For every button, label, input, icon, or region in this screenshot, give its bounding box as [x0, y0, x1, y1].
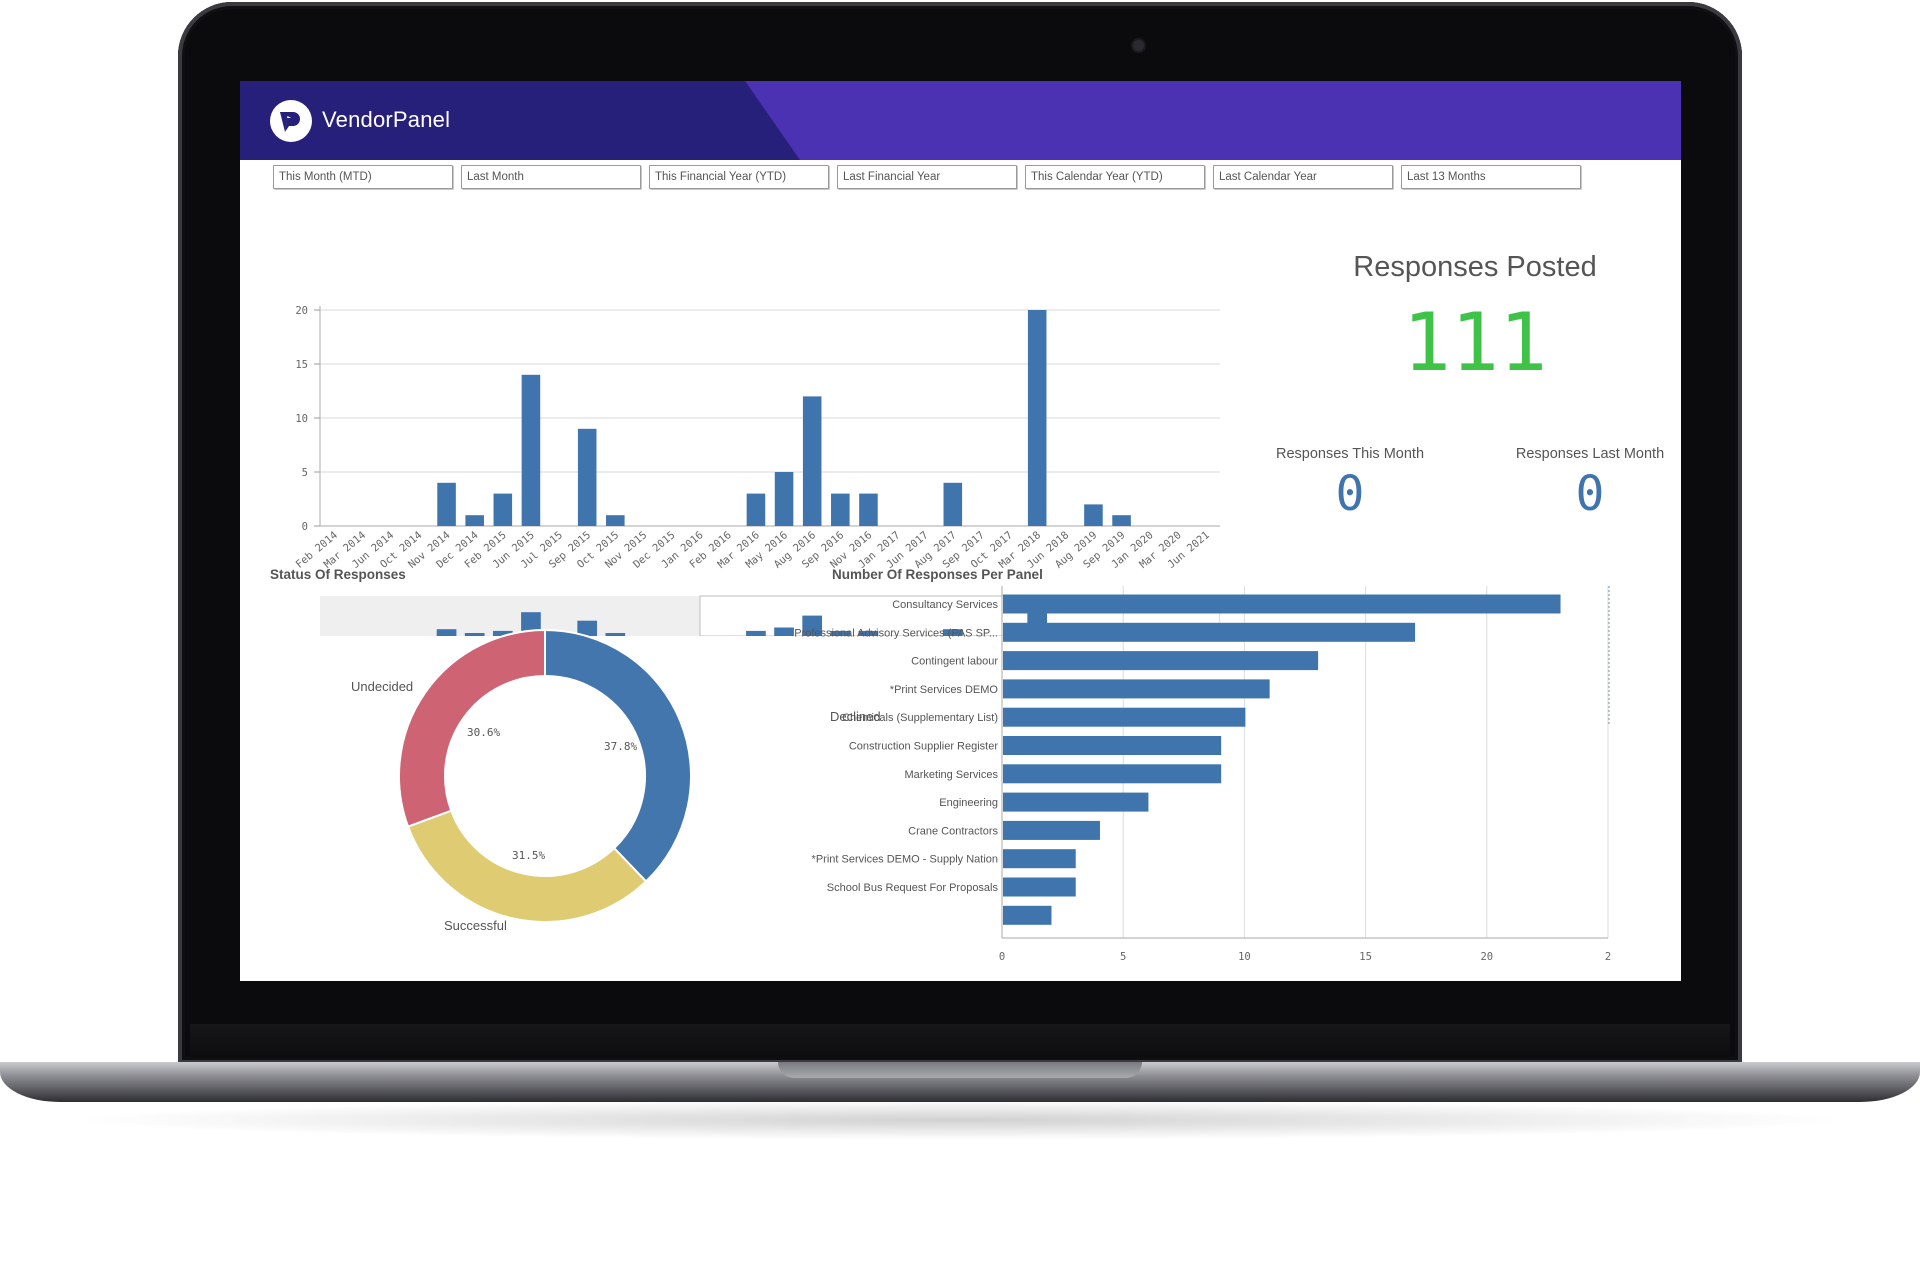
navigator-track — [320, 596, 700, 636]
y-tick-label: 20 — [295, 305, 308, 317]
kpi-value: 111 — [1402, 296, 1548, 389]
bar — [606, 515, 625, 526]
donut-pct-undecided: 30.6% — [467, 726, 501, 739]
status-section-title: Status Of Responses — [270, 567, 406, 582]
x-tick-label: 5 — [1120, 951, 1126, 963]
header-dark-band — [240, 81, 800, 160]
bar — [1003, 622, 1416, 642]
category-label: School Bus Request For Proposals — [827, 882, 999, 894]
y-tick-label: 10 — [295, 413, 308, 425]
bar — [1003, 679, 1270, 699]
navigator-bar — [464, 633, 485, 636]
vendorpanel-logo-icon[interactable] — [270, 100, 312, 142]
filter-last-calendar-year[interactable]: Last Calendar Year — [1213, 165, 1393, 189]
x-tick-label: 10 — [1238, 951, 1251, 963]
kpi-last-month-value: 0 — [1575, 466, 1605, 522]
navigator-bar — [858, 630, 879, 636]
bar — [465, 515, 484, 526]
navigator-bar — [577, 620, 598, 636]
bar — [577, 428, 597, 526]
camera-dot — [1133, 40, 1144, 51]
donut-slice — [406, 809, 648, 923]
navigator-bar — [746, 630, 766, 636]
filter-last-financial-year[interactable]: Last Financial Year — [837, 165, 1017, 189]
bar — [1003, 877, 1076, 897]
bar — [1003, 594, 1561, 614]
donut-label-declined: Declined — [830, 709, 881, 724]
panel-section-title: Number Of Responses Per Panel — [832, 567, 1043, 582]
navigator-bar — [492, 630, 513, 636]
donut-label-undecided: Undecided — [351, 679, 414, 694]
bar — [1003, 849, 1076, 869]
category-label: Consultancy Services — [892, 599, 998, 611]
dashboard-screen: VendorPanel This Month (MTD) Last Month … — [240, 81, 1681, 981]
responses-per-panel-chart[interactable]: 0 5 10 15 20 2 Consultancy Services Professiona… — [710, 586, 1670, 971]
bar — [943, 482, 963, 526]
navigator-bar — [942, 629, 963, 636]
donut-pct-successful: 31.5% — [512, 849, 546, 862]
app-header: VendorPanel — [240, 81, 1681, 160]
status-donut-chart[interactable] — [390, 621, 700, 931]
bar — [437, 482, 456, 526]
bar — [831, 493, 850, 526]
x-tick-label: 0 — [999, 951, 1005, 963]
laptop-shadow — [60, 1100, 1860, 1140]
bar — [802, 396, 822, 526]
bar — [1003, 764, 1222, 784]
brand-name[interactable]: VendorPanel — [322, 107, 451, 132]
bar — [1112, 515, 1131, 526]
filter-this-financial-year[interactable]: This Financial Year (YTD) — [649, 165, 829, 189]
laptop-chin — [190, 1024, 1730, 1058]
navigator-bar — [774, 627, 794, 636]
navigator-bar — [830, 630, 851, 636]
bar — [521, 374, 541, 526]
bar — [1003, 792, 1149, 812]
filter-this-month[interactable]: This Month (MTD) — [273, 165, 453, 189]
bar — [1003, 736, 1222, 755]
x-tick-label: 20 — [1480, 951, 1493, 963]
category-label: *Print Services DEMO — [890, 684, 999, 696]
bar — [1003, 820, 1100, 840]
bar — [493, 493, 513, 526]
kpi-this-month-label: Responses This Month — [1275, 446, 1425, 462]
category-label: Contingent labour — [911, 656, 998, 668]
category-label: Crane Contractors — [908, 825, 998, 837]
filter-last-month[interactable]: Last Month — [461, 165, 641, 189]
laptop-notch — [778, 1062, 1142, 1078]
category-label: Construction Supplier Register — [849, 741, 999, 753]
category-label: Marketing Services — [904, 769, 998, 781]
x-tick-label: 2 — [1605, 951, 1611, 963]
kpi-last-month-label: Responses Last Month — [1515, 446, 1665, 462]
navigator-bar — [436, 629, 457, 636]
bar — [774, 472, 794, 526]
navigator-bar — [802, 615, 823, 636]
category-label: Professional Advisory Services (PAS SP..… — [794, 627, 998, 639]
category-label: Chemicals (Supplementary List) — [842, 712, 998, 724]
donut-slice — [398, 628, 546, 828]
kpi-title: Responses Posted — [1353, 251, 1597, 283]
bar — [1027, 310, 1047, 526]
bar — [859, 493, 878, 526]
bar — [1003, 651, 1319, 671]
filter-this-calendar-year[interactable]: This Calendar Year (YTD) — [1025, 165, 1205, 189]
kpi-this-month-value: 0 — [1335, 466, 1365, 522]
donut-slice — [544, 628, 692, 883]
bar — [1084, 504, 1103, 526]
bar — [746, 493, 766, 526]
bar — [1003, 707, 1246, 727]
donut-label-successful: Successful — [444, 918, 507, 933]
filter-last-13-months[interactable]: Last 13 Months — [1401, 165, 1581, 189]
category-label: *Print Services DEMO - Supply Nation — [812, 854, 998, 866]
donut-pct-declined: 37.8% — [604, 740, 638, 753]
x-tick-label: 15 — [1359, 951, 1372, 963]
y-tick-label: 0 — [302, 521, 308, 533]
bar — [1003, 905, 1052, 925]
y-tick-label: 5 — [302, 467, 308, 479]
category-label: Engineering — [939, 797, 998, 809]
navigator-bar — [605, 633, 626, 636]
y-tick-label: 15 — [295, 359, 308, 371]
